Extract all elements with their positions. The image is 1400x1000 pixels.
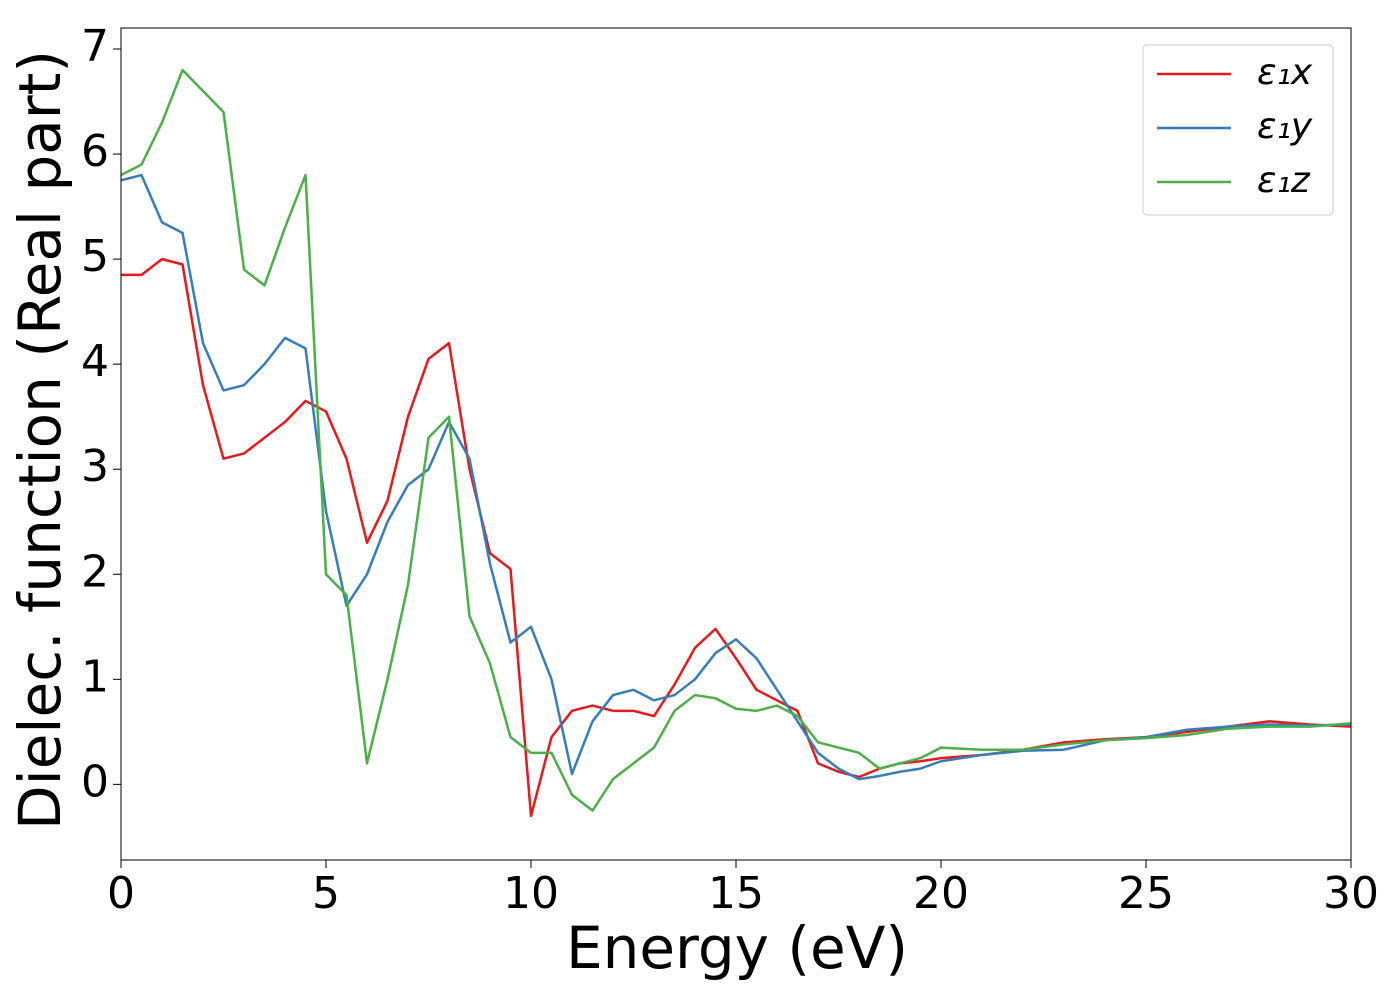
x-tick-label: 5	[312, 868, 340, 919]
series-line	[120, 173, 1352, 781]
legend-box	[1142, 44, 1334, 216]
x-tick-label: 30	[1323, 868, 1379, 919]
series-line	[120, 68, 1352, 812]
y-tick-label: 1	[81, 651, 109, 702]
legend-label: ε₁y	[1257, 106, 1313, 147]
x-axis-label: Energy (eV)	[566, 914, 908, 982]
y-tick-label: 5	[81, 231, 109, 282]
legend: ε₁x ε₁y ε₁z	[1142, 44, 1334, 216]
y-axis-label: Dielec. function (Real part)	[6, 50, 74, 830]
legend-label: ε₁x	[1257, 52, 1313, 93]
y-tick-label: 0	[81, 756, 109, 807]
x-tick-label: 10	[503, 868, 559, 919]
y-tick-label: 4	[81, 336, 109, 387]
x-tick-label: 15	[708, 868, 764, 919]
x-tick-label: 0	[107, 868, 135, 919]
x-tick-label: 20	[913, 868, 969, 919]
x-tick-label: 25	[1118, 868, 1174, 919]
y-tick-label: 7	[81, 21, 109, 72]
legend-label: ε₁z	[1257, 160, 1311, 201]
y-tick-label: 6	[81, 126, 109, 177]
y-tick-label: 3	[81, 441, 109, 492]
y-tick-label: 2	[81, 546, 109, 597]
